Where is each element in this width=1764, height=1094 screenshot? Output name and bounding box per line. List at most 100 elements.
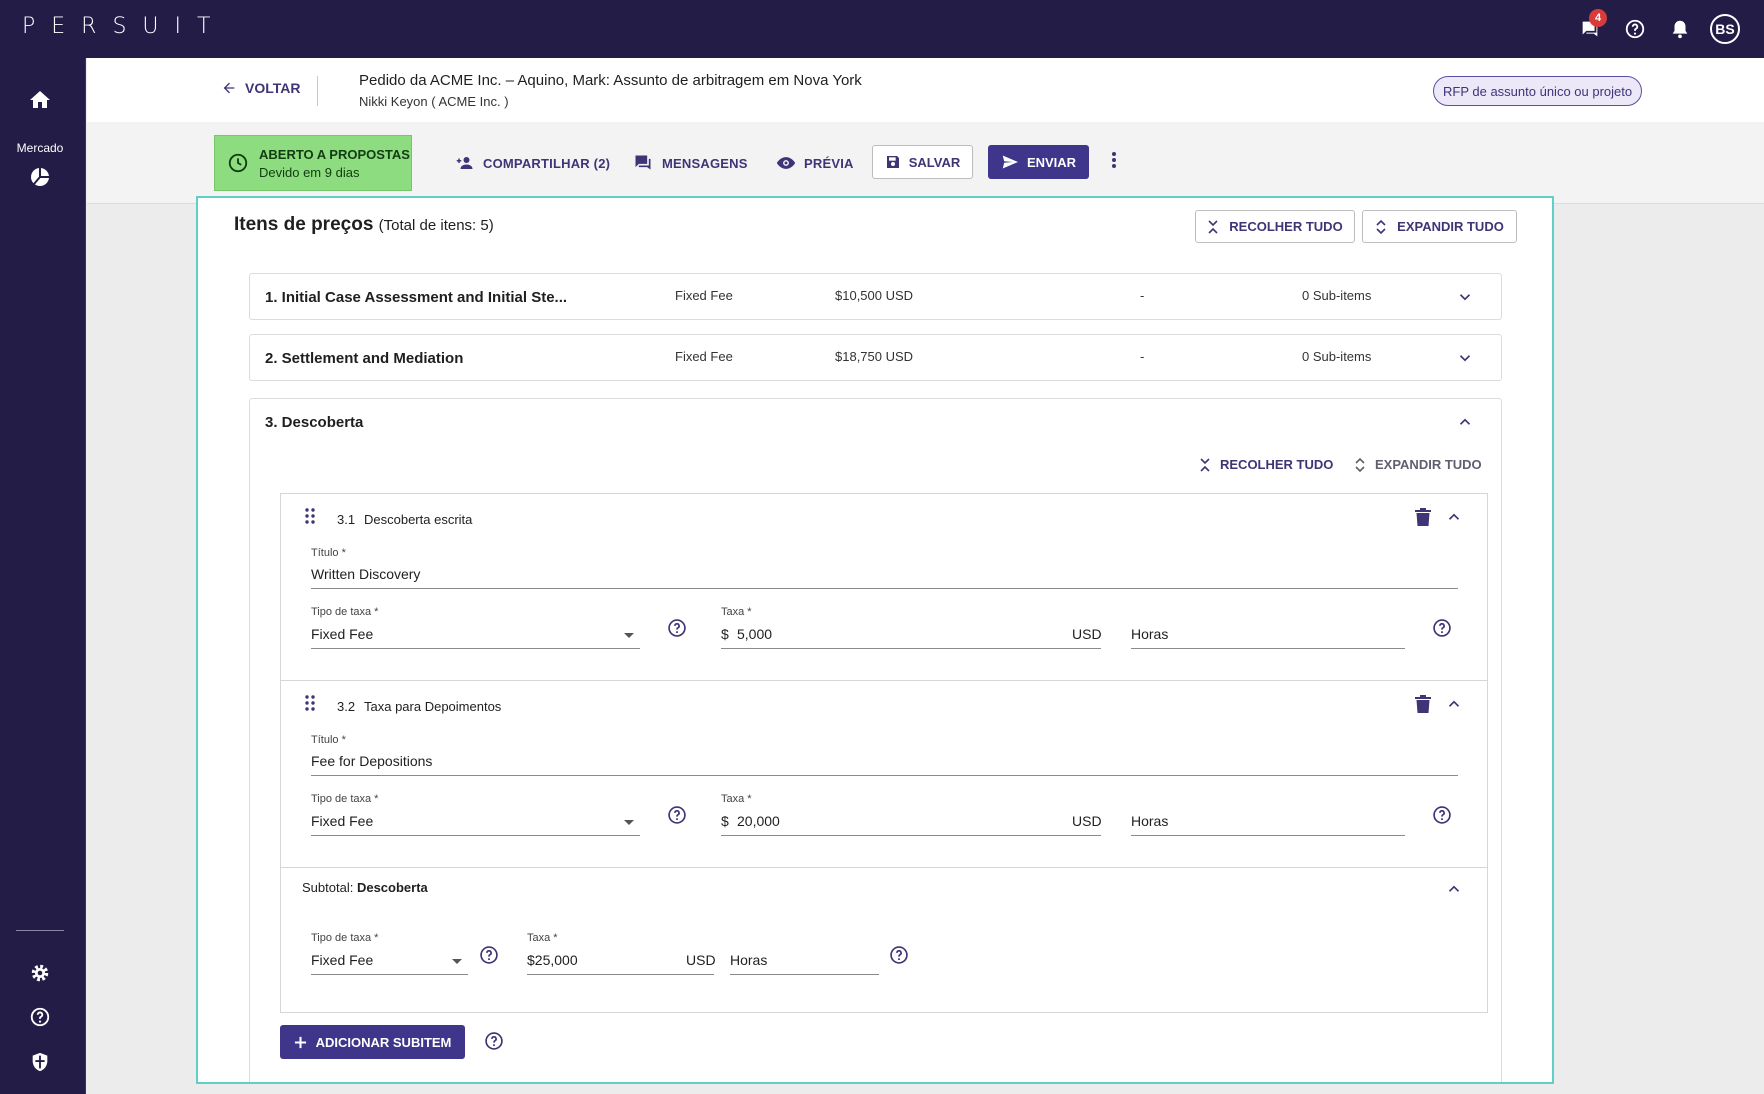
back-button[interactable]: VOLTAR bbox=[221, 80, 300, 96]
persuit-logo[interactable]: PERSUIT bbox=[22, 14, 227, 39]
rate-currency: USD bbox=[1072, 813, 1102, 829]
item-subitems-count: 0 Sub-items bbox=[1302, 349, 1372, 364]
subitem: 3.2 Taxa para Depoimentos Título * Fee f… bbox=[281, 681, 1487, 868]
title-field-label: Título * bbox=[311, 547, 346, 559]
add-subitem-button[interactable]: ADICIONAR SUBITEM bbox=[280, 1025, 465, 1059]
unit-field[interactable]: Horas bbox=[1131, 813, 1169, 829]
help-icon bbox=[30, 1007, 50, 1027]
sidebar-item-label: Mercado bbox=[16, 141, 64, 155]
help-icon bbox=[485, 1032, 503, 1050]
dropdown-arrow-icon bbox=[452, 959, 462, 964]
fee-type-help-button[interactable] bbox=[667, 805, 687, 825]
section-title: Itens de preços (Total de itens: 5) bbox=[234, 214, 494, 236]
fee-type-select[interactable]: Fixed Fee bbox=[311, 626, 374, 642]
subtotal-fee-type-help-button[interactable] bbox=[479, 945, 499, 965]
sidebar-item-market[interactable]: Mercado bbox=[0, 141, 80, 189]
sidebar-item-settings[interactable] bbox=[0, 962, 80, 984]
pricing-item-row[interactable]: 1. Initial Case Assessment and Initial S… bbox=[249, 273, 1502, 320]
title-field-label: Título * bbox=[311, 734, 346, 746]
shield-icon bbox=[32, 1052, 48, 1072]
collapse-subtotal-button[interactable] bbox=[1445, 880, 1463, 898]
gear-icon bbox=[31, 964, 49, 982]
expand-all-button[interactable]: EXPANDIR TUDO bbox=[1362, 210, 1517, 243]
trash-icon bbox=[1415, 508, 1431, 526]
collapse-item-button[interactable] bbox=[1456, 413, 1474, 431]
add-subitem-help-button[interactable] bbox=[484, 1031, 504, 1051]
collapse-subitem-button[interactable] bbox=[1445, 508, 1463, 526]
currency-symbol: $ bbox=[721, 626, 729, 642]
status-due: Devido em 9 dias bbox=[259, 164, 360, 180]
subtotal-label: Subtotal: Descoberta bbox=[302, 880, 428, 895]
rate-label: Taxa * bbox=[721, 793, 752, 805]
arrow-left-icon bbox=[223, 82, 235, 94]
help-button[interactable] bbox=[1618, 12, 1652, 46]
expand-row-button[interactable] bbox=[1456, 288, 1474, 306]
chat-notifications-button[interactable]: 4 bbox=[1573, 9, 1607, 46]
section-total: (Total de itens: 5) bbox=[378, 217, 494, 234]
floppy-disk-icon bbox=[886, 156, 899, 168]
home-icon bbox=[30, 91, 50, 108]
clock-icon bbox=[228, 153, 248, 173]
drag-handle-icon bbox=[305, 695, 315, 711]
title-field[interactable]: Fee for Depositions bbox=[311, 753, 433, 769]
collapse-subitem-button[interactable] bbox=[1445, 695, 1463, 713]
sidebar-item-security[interactable] bbox=[0, 1051, 80, 1073]
eye-icon bbox=[776, 157, 796, 169]
sidebar-item-help[interactable] bbox=[0, 1006, 80, 1028]
preview-button[interactable]: PRÉVIA bbox=[776, 146, 854, 180]
unit-help-button[interactable] bbox=[1432, 805, 1452, 825]
subtotal-fee-type-select[interactable]: Fixed Fee bbox=[311, 952, 374, 968]
save-label: SALVAR bbox=[908, 154, 961, 170]
expand-row-button[interactable] bbox=[1456, 349, 1474, 367]
subtotal-unit-field[interactable]: Horas bbox=[730, 952, 768, 968]
unit-field[interactable]: Horas bbox=[1131, 626, 1169, 642]
title-field[interactable]: Written Discovery bbox=[311, 566, 421, 582]
subtotal-unit-help-button[interactable] bbox=[889, 945, 909, 965]
send-icon bbox=[1002, 155, 1018, 169]
pricing-item-row[interactable]: 2. Settlement and Mediation Fixed Fee $1… bbox=[249, 334, 1502, 381]
alerts-button[interactable] bbox=[1663, 12, 1697, 46]
sidebar-item-home[interactable] bbox=[0, 88, 80, 112]
fee-type-help-button[interactable] bbox=[667, 618, 687, 638]
collapse-all-button[interactable]: RECOLHER TUDO bbox=[1195, 210, 1355, 243]
chevron-up-icon bbox=[1448, 513, 1460, 520]
bell-icon bbox=[1672, 20, 1688, 39]
delete-subitem-button[interactable] bbox=[1415, 508, 1431, 526]
messages-button[interactable]: MENSAGENS bbox=[632, 146, 748, 180]
send-button[interactable]: ENVIAR bbox=[988, 145, 1089, 179]
rate-field[interactable]: 20,000 bbox=[737, 813, 780, 829]
drag-handle[interactable] bbox=[305, 508, 315, 524]
unit-underline bbox=[730, 974, 879, 975]
item-name: 3. Descoberta bbox=[265, 414, 364, 431]
unfold-less-icon bbox=[1208, 219, 1218, 234]
collapse-all-label: RECOLHER TUDO bbox=[1229, 219, 1343, 234]
status-badge: ABERTO A PROPOSTAS Devido em 9 dias bbox=[214, 135, 412, 191]
delete-subitem-button[interactable] bbox=[1415, 695, 1431, 713]
top-icons: 4 BS bbox=[1562, 9, 1742, 46]
subitem-number: 3.2 bbox=[337, 699, 356, 714]
fee-type-select[interactable]: Fixed Fee bbox=[311, 813, 374, 829]
rate-currency: USD bbox=[1072, 626, 1102, 642]
more-options-button[interactable] bbox=[1111, 150, 1117, 170]
currency-symbol: $ bbox=[721, 813, 729, 829]
add-subitem-label: ADICIONAR SUBITEM bbox=[315, 1034, 452, 1050]
item-subitems-count: 0 Sub-items bbox=[1302, 288, 1372, 303]
expand-all-subitems-button[interactable]: EXPANDIR TUDO bbox=[1354, 457, 1482, 472]
share-button[interactable]: COMPARTILHAR (2) bbox=[455, 146, 610, 180]
save-button[interactable]: SALVAR bbox=[872, 145, 973, 179]
fee-type-label: Tipo de taxa * bbox=[311, 932, 379, 944]
drag-handle[interactable] bbox=[305, 695, 315, 711]
subtotal-rate-field[interactable]: $25,000 bbox=[527, 952, 578, 968]
user-menu-button[interactable]: BS bbox=[1708, 12, 1742, 46]
collapse-all-subitems-button[interactable]: RECOLHER TUDO bbox=[1199, 457, 1333, 472]
rate-underline bbox=[527, 974, 714, 975]
subtotal-name: Descoberta bbox=[356, 880, 428, 895]
rate-field[interactable]: 5,000 bbox=[737, 626, 773, 642]
unit-help-button[interactable] bbox=[1432, 618, 1452, 638]
fee-type-label: Tipo de taxa * bbox=[311, 793, 379, 805]
chevron-up-icon bbox=[1448, 885, 1460, 892]
status-text: ABERTO A PROPOSTAS bbox=[259, 146, 410, 162]
subitem-name: Taxa para Depoimentos bbox=[364, 699, 502, 714]
pie-chart-icon bbox=[31, 168, 49, 186]
unfold-more-icon bbox=[1355, 457, 1365, 472]
